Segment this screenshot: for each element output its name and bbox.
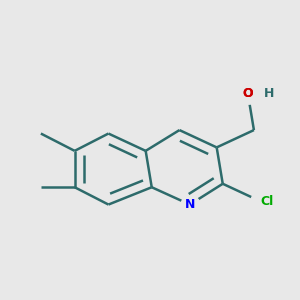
Text: N: N	[184, 198, 195, 211]
Text: O: O	[242, 87, 253, 100]
Text: H: H	[263, 87, 274, 100]
Text: Cl: Cl	[260, 195, 273, 208]
Text: O: O	[242, 87, 253, 100]
